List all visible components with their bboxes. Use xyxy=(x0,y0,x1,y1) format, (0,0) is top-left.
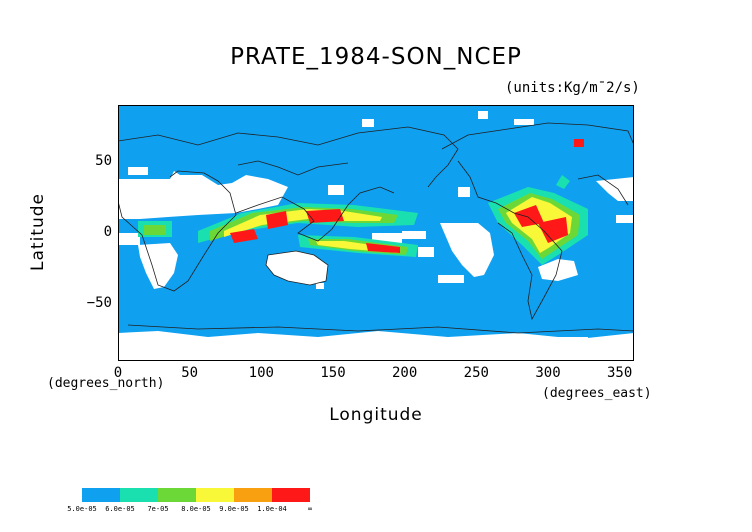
x-axis-unit-note: (degrees_east) xyxy=(542,386,652,401)
y-tick-label: 0 xyxy=(103,224,112,240)
colorbar xyxy=(82,488,310,502)
colorbar-swatch xyxy=(158,488,196,502)
x-tick-label: 0 xyxy=(113,365,123,381)
x-tick-label: 250 xyxy=(463,365,489,381)
colorbar-label: 8.0e-05 xyxy=(181,505,211,513)
colorbar-swatch xyxy=(234,488,272,502)
x-tick-label: 100 xyxy=(248,365,274,381)
units-label: (units:Kg/m¯2/s) xyxy=(505,80,640,96)
plot-frame xyxy=(118,105,634,361)
map-title: PRATE_1984-SON_NCEP xyxy=(230,44,522,70)
x-tick-label: 300 xyxy=(535,365,561,381)
y-axis-label: Latitude xyxy=(28,193,48,271)
colorbar-label: ∞ xyxy=(307,505,313,513)
colorbar-label: 6.0e-05 xyxy=(105,505,135,513)
y-tick-label: −50 xyxy=(86,295,112,312)
colorbar-label: 1.0e-04 xyxy=(257,505,287,513)
coastlines xyxy=(118,122,634,334)
colorbar-swatch xyxy=(82,488,120,502)
y-tick-label: 50 xyxy=(95,152,112,169)
precip-band-heavy xyxy=(230,139,584,253)
x-tick-label: 200 xyxy=(392,365,418,381)
colorbar-swatch xyxy=(196,488,234,502)
x-tick-label: 50 xyxy=(181,365,199,381)
y-axis-unit-note: (degrees_north) xyxy=(47,376,165,391)
colorbar-swatch xyxy=(272,488,310,502)
colorbar-label: 5.0e-05 xyxy=(67,505,97,513)
colorbar-swatch xyxy=(120,488,158,502)
x-axis-label: Longitude xyxy=(329,405,423,425)
colorbar-label: 9.0e-05 xyxy=(219,505,249,513)
colorbar-label: 7e-05 xyxy=(147,505,169,513)
x-tick-label: 350 xyxy=(607,365,633,381)
x-tick-label: 150 xyxy=(320,365,346,381)
precipitation-map xyxy=(118,105,634,361)
missing-data-regions xyxy=(118,111,634,361)
